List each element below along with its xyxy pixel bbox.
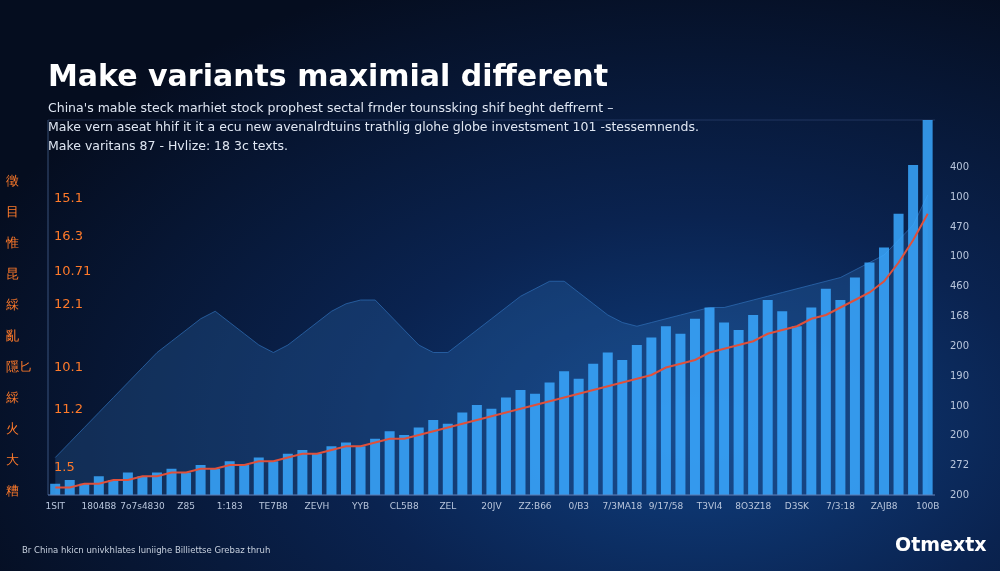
html-text:100: 100 bbox=[950, 250, 970, 262]
html-text:200: 200 bbox=[950, 429, 970, 441]
svg-text:D3SK: D3SK bbox=[785, 501, 810, 511]
svg-text:YYB: YYB bbox=[351, 501, 369, 511]
html-text:綵: 綵 bbox=[6, 297, 19, 312]
html-text:Otmextx: Otmextx bbox=[895, 533, 987, 555]
html-text:Br China hkicn univkhlates Iun: Br China hkicn univkhlates Iuniighe Bill… bbox=[22, 545, 271, 555]
html-text:糟: 糟 bbox=[6, 483, 19, 498]
html-text:徵: 徵 bbox=[6, 173, 19, 188]
html-text:China's mable steck marhiet st: China's mable steck marhiet stock prophe… bbox=[48, 100, 614, 115]
html-text:200: 200 bbox=[950, 489, 970, 500]
svg-text:100B: 100B bbox=[916, 501, 939, 511]
svg-text:20JV: 20JV bbox=[481, 501, 502, 511]
html-text:460: 460 bbox=[950, 280, 970, 292]
html-text:1.5: 1.5 bbox=[54, 459, 75, 474]
svg-text:7/3MA18: 7/3MA18 bbox=[602, 501, 642, 511]
html-text:綵: 綵 bbox=[6, 390, 19, 405]
svg-text:7o7s4830: 7o7s4830 bbox=[120, 501, 165, 511]
html-text:10.71: 10.71 bbox=[54, 263, 92, 278]
html-text:15.1: 15.1 bbox=[54, 190, 83, 205]
html-text:惟: 惟 bbox=[6, 235, 19, 250]
svg-text:ZZ:B66: ZZ:B66 bbox=[519, 501, 552, 511]
html-text:Make vern aseat hhif it it a e: Make vern aseat hhif it it a ecu new ave… bbox=[48, 119, 699, 134]
html-text:190: 190 bbox=[950, 369, 970, 381]
svg-text:1SIT: 1SIT bbox=[45, 501, 65, 511]
svg-text:1804B8: 1804B8 bbox=[81, 501, 116, 511]
html-text:隱匕: 隱匕 bbox=[6, 359, 32, 374]
html-text:100: 100 bbox=[950, 399, 970, 411]
html-text:亂: 亂 bbox=[6, 328, 19, 343]
svg-text:9/17/58: 9/17/58 bbox=[649, 501, 684, 511]
html-text:10.1: 10.1 bbox=[54, 359, 83, 374]
svg-text:ZAJB8: ZAJB8 bbox=[871, 501, 898, 511]
html-text:Make variants maximial differe: Make variants maximial different bbox=[48, 58, 609, 93]
html-text:11.2: 11.2 bbox=[54, 401, 83, 416]
html-text:16.3: 16.3 bbox=[54, 228, 83, 243]
svg-text:TE7B8: TE7B8 bbox=[258, 501, 288, 511]
html-text:100: 100 bbox=[950, 190, 970, 202]
html-text:470: 470 bbox=[950, 220, 970, 232]
html-text:168: 168 bbox=[950, 310, 970, 322]
html-text:12.1: 12.1 bbox=[54, 296, 83, 311]
html-text:400: 400 bbox=[950, 161, 970, 172]
svg-text:T3VI4: T3VI4 bbox=[696, 501, 723, 511]
html-text:Make varitans 87 - Hvlize: 18: Make varitans 87 - Hvlize: 18 3c texts. bbox=[48, 138, 288, 153]
svg-text:8O3Z18: 8O3Z18 bbox=[735, 501, 771, 511]
html-text:目: 目 bbox=[6, 204, 19, 219]
html-text:火: 火 bbox=[6, 421, 19, 436]
html-text:200: 200 bbox=[950, 339, 970, 351]
svg-text:CL5B8: CL5B8 bbox=[390, 501, 419, 511]
svg-text:ZEL: ZEL bbox=[439, 501, 456, 511]
html-text:昆: 昆 bbox=[6, 266, 19, 281]
html-text:272: 272 bbox=[950, 459, 970, 471]
svg-text:Z85: Z85 bbox=[177, 501, 195, 511]
svg-text:1:183: 1:183 bbox=[217, 501, 243, 511]
svg-text:7/3:18: 7/3:18 bbox=[826, 501, 855, 511]
html-text:大: 大 bbox=[6, 452, 19, 467]
svg-text:0/B3: 0/B3 bbox=[568, 501, 589, 511]
svg-text:ZEVH: ZEVH bbox=[305, 501, 330, 511]
